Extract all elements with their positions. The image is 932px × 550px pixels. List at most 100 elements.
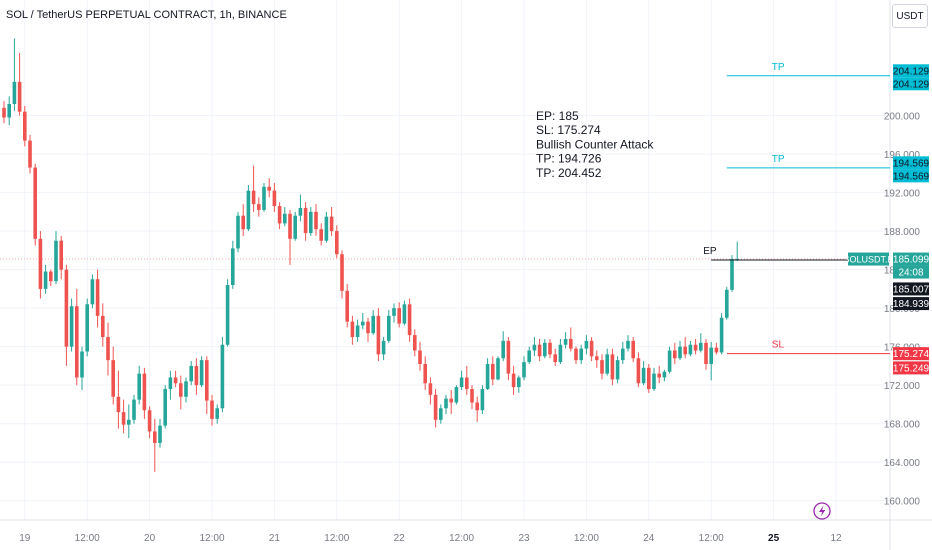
candle-body (12, 81, 17, 104)
price-tag-bg (893, 282, 929, 296)
y-tick-label: 192.000 (884, 189, 921, 200)
candle-body (433, 394, 438, 420)
candle-body (465, 377, 469, 390)
candle-body (137, 373, 141, 400)
price-tag-bg (893, 297, 929, 311)
candle-body (163, 389, 167, 426)
candle-body (579, 348, 583, 361)
candle-body (241, 215, 245, 230)
price-tag-text: 204.129 (893, 66, 930, 77)
candle-body (231, 248, 235, 286)
candle-body (7, 104, 11, 118)
symbol-tag: SOLUSDT.P (843, 255, 893, 265)
x-tick-label: 20 (144, 533, 156, 544)
price-tag-text: 185.007 (893, 284, 930, 295)
y-tick-label: 188.000 (884, 227, 921, 238)
candle-body (407, 304, 412, 336)
tp-label: TP (772, 154, 785, 165)
annotation-line: EP: 185 (536, 109, 579, 123)
candle-body (470, 389, 474, 403)
candle-body (17, 81, 22, 112)
candle-body (537, 344, 542, 357)
candle-body (558, 344, 563, 363)
candle-body (381, 340, 386, 355)
price-tag-text: 175.274 (893, 349, 930, 360)
price-tag-bg (893, 347, 929, 361)
candle-body (714, 347, 719, 353)
candle-body (158, 425, 162, 443)
candle-body (662, 371, 667, 378)
candle-body (693, 344, 698, 351)
candle-body (615, 360, 620, 380)
candle-body (667, 350, 672, 372)
candle-body (605, 354, 609, 374)
candle-body (147, 410, 152, 432)
candle-body (366, 321, 370, 334)
candle-body (678, 346, 682, 359)
candle-body (652, 373, 656, 390)
candle-body (569, 338, 573, 349)
candle-body (449, 398, 453, 403)
x-tick-label: 12:00 (75, 533, 100, 544)
candle-body (199, 360, 204, 386)
candle-body (413, 335, 417, 351)
candle-body (309, 211, 313, 234)
price-tag-bg (893, 361, 929, 375)
candle-body (168, 377, 173, 390)
x-tick-label: 21 (269, 533, 281, 544)
candle-body (69, 306, 74, 347)
candle-body (116, 396, 121, 413)
x-tick-label: 12:00 (199, 533, 224, 544)
candle-body (480, 389, 485, 411)
candle-body (553, 354, 557, 363)
candle-body (189, 365, 193, 382)
candle-body (324, 216, 329, 241)
candle-body (335, 231, 339, 255)
candle-body (485, 364, 490, 390)
candle-body (142, 373, 147, 411)
candle-body (153, 431, 157, 443)
candle-body (501, 340, 505, 359)
candle-body (397, 308, 401, 324)
candle-body (439, 408, 443, 420)
candle-body (298, 208, 303, 216)
candle-body (387, 315, 391, 341)
currency-unit-button[interactable]: USDT (892, 4, 928, 28)
candle-body (543, 342, 547, 357)
candle-body (121, 412, 126, 425)
candle-body (277, 206, 282, 224)
candle-body (257, 204, 261, 210)
candle-body (127, 419, 131, 425)
x-tick-label: 12:00 (449, 533, 474, 544)
candle-body (600, 360, 604, 374)
symbol-tag-bg (848, 252, 889, 266)
candle-body (423, 364, 427, 384)
candle-body (657, 373, 661, 378)
price-tag-text: 194.569 (893, 158, 930, 169)
price-tag-text: 194.569 (893, 171, 930, 182)
candle-body (173, 377, 178, 384)
candle-body (574, 348, 578, 361)
price-tag: 194.569 (893, 156, 930, 170)
candle-body (610, 354, 615, 380)
candle-body (418, 350, 422, 364)
sl-label: SL (772, 340, 785, 351)
candle-body (49, 271, 53, 282)
price-tag: 204.129 (893, 77, 930, 91)
candle-body (85, 304, 89, 352)
candle-body (631, 340, 635, 359)
candle-body (532, 344, 537, 351)
candle-body (23, 111, 27, 141)
x-tick-label: 24 (643, 533, 655, 544)
candle-body (205, 360, 209, 401)
candle-body (194, 365, 199, 386)
price-tag-bg (893, 77, 929, 91)
y-tick-label: 164.000 (884, 458, 921, 469)
candle-body (179, 383, 183, 397)
candle-body (725, 289, 729, 318)
x-tick-label: 25 (768, 533, 780, 544)
candle-body (272, 190, 277, 207)
candle-body (527, 350, 531, 363)
candle-body (314, 211, 318, 230)
